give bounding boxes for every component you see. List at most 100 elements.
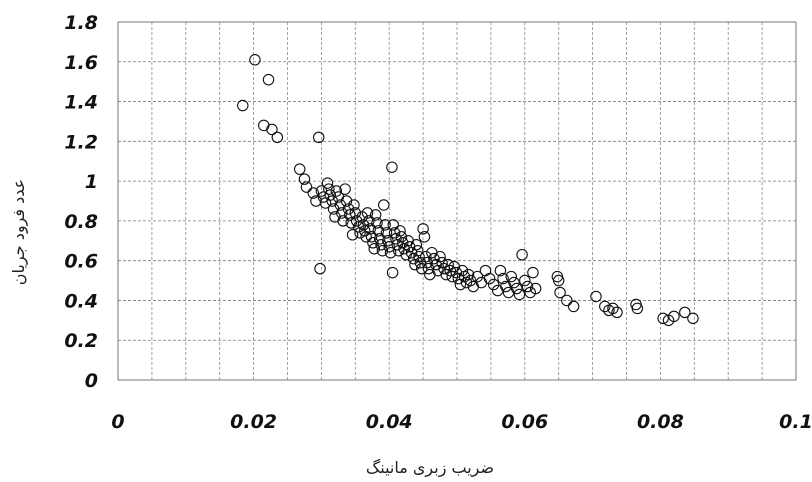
- data-point: [590, 290, 602, 303]
- data-point: [312, 131, 325, 144]
- data-point: [521, 280, 534, 293]
- data-point: [527, 266, 539, 279]
- data-point: [388, 227, 401, 239]
- data-point: [611, 306, 623, 319]
- data-point: [442, 258, 454, 271]
- y-tick-label: 0: [85, 370, 98, 392]
- data-point: [324, 189, 336, 201]
- y-tick-label: 1.6: [64, 52, 98, 74]
- data-point: [386, 266, 399, 279]
- data-point: [552, 274, 565, 287]
- y-tick-label: 1.4: [64, 92, 98, 114]
- data-point: [359, 225, 371, 237]
- data-point: [383, 240, 395, 253]
- data-point: [599, 300, 611, 313]
- data-point: [487, 278, 500, 291]
- data-point: [368, 242, 381, 255]
- data-point: [516, 248, 528, 261]
- data-point: [657, 312, 669, 325]
- data-point: [400, 248, 412, 261]
- data-point: [293, 163, 306, 175]
- y-tick-label: 1.2: [64, 131, 98, 153]
- data-point: [335, 207, 348, 219]
- y-tick-label: 1: [85, 171, 98, 193]
- data-point: [679, 306, 691, 319]
- data-point: [561, 294, 573, 307]
- data-point: [413, 250, 425, 263]
- data-point: [513, 288, 526, 301]
- data-point: [421, 256, 433, 269]
- data-point: [387, 219, 400, 231]
- x-tick-label: 0.02: [230, 411, 277, 433]
- data-point: [497, 272, 509, 285]
- data-point: [380, 227, 393, 239]
- data-point: [631, 302, 644, 315]
- data-point: [394, 225, 406, 237]
- data-point: [668, 310, 680, 323]
- data-point: [369, 209, 382, 221]
- data-point: [462, 268, 475, 281]
- y-tick-label: 0.8: [64, 211, 98, 233]
- data-point: [479, 264, 492, 277]
- data-point: [372, 225, 385, 237]
- data-point: [687, 312, 699, 325]
- data-point: [271, 131, 284, 144]
- data-point: [510, 282, 523, 295]
- data-point: [554, 286, 566, 299]
- x-tick-labels: 0 0.02 0.04 0.06 0.08 0.1: [111, 411, 812, 433]
- data-point: [529, 282, 542, 295]
- data-point: [382, 235, 394, 247]
- x-axis-title: ضریب زبری مانینگ: [366, 458, 494, 478]
- data-point: [266, 123, 278, 136]
- data-point: [494, 264, 507, 277]
- data-point: [505, 270, 517, 283]
- x-tick-label: 0.1: [779, 411, 812, 433]
- data-point: [349, 207, 362, 219]
- y-tick-label: 0.4: [64, 290, 98, 312]
- data-point: [420, 250, 432, 263]
- data-points: [237, 54, 699, 327]
- data-point: [519, 274, 531, 287]
- data-point: [432, 264, 444, 277]
- data-point: [323, 183, 335, 195]
- data-point: [567, 300, 580, 313]
- data-point: [452, 272, 465, 285]
- y-tick-labels: 0 0.2 0.4 0.6 0.8 1 1.2 1.4 1.6 1.8: [64, 12, 98, 392]
- data-point: [386, 161, 398, 173]
- data-point: [607, 302, 619, 315]
- data-point: [483, 272, 496, 285]
- data-point: [379, 219, 391, 231]
- data-point: [367, 237, 379, 249]
- data-point: [410, 239, 423, 251]
- data-point: [363, 215, 375, 227]
- data-point: [321, 177, 334, 189]
- data-point: [262, 73, 275, 86]
- data-point: [339, 183, 351, 195]
- data-point: [417, 223, 429, 235]
- data-point: [456, 264, 469, 277]
- data-point: [361, 207, 374, 219]
- data-point: [249, 54, 261, 66]
- data-point: [418, 231, 431, 243]
- data-point: [364, 223, 376, 235]
- data-point: [337, 215, 349, 227]
- data-point: [345, 217, 357, 229]
- y-tick-label: 0.2: [64, 330, 98, 352]
- data-point: [434, 250, 446, 263]
- data-point: [330, 185, 343, 197]
- y-tick-label: 1.8: [64, 12, 98, 34]
- x-tick-label: 0.04: [366, 411, 413, 433]
- data-point: [508, 276, 520, 289]
- data-point: [348, 199, 360, 211]
- data-point: [384, 246, 397, 259]
- data-point: [237, 99, 249, 112]
- data-point: [373, 233, 386, 245]
- data-point: [424, 268, 436, 281]
- data-point: [376, 244, 389, 257]
- data-point: [346, 229, 359, 241]
- data-point: [444, 264, 456, 277]
- axes: [117, 21, 797, 381]
- data-point: [307, 187, 320, 199]
- data-point: [378, 199, 390, 211]
